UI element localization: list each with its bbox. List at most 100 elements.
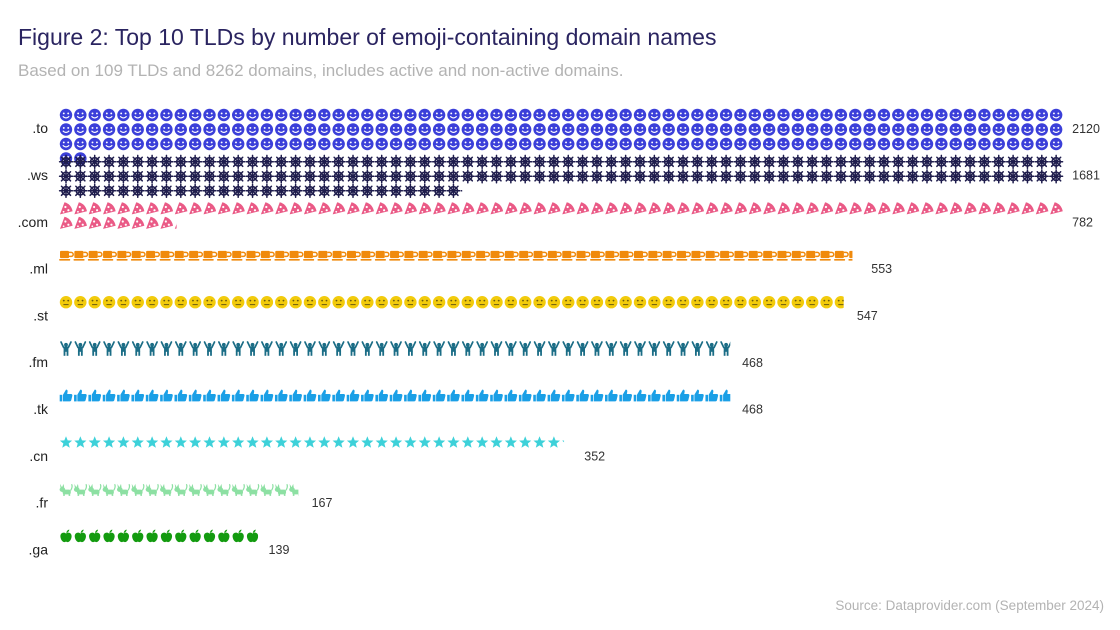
pizza-slice-icon: [634, 202, 647, 215]
pizza-slice-icon: [877, 202, 891, 215]
smiley-face-icon: [576, 123, 589, 136]
smiley-face-icon: [375, 123, 388, 136]
thumbs-up-icon: [547, 389, 561, 402]
ship-wheel-icon: [1049, 169, 1064, 184]
apple-icon: [160, 529, 173, 543]
neutral-face-icon: [619, 296, 632, 309]
neutral-face-icon: [633, 296, 647, 309]
smiley-face-icon: [920, 108, 934, 122]
ship-wheel-icon: [259, 169, 275, 184]
ship-wheel-icon: [288, 154, 303, 169]
smiley-face-icon: [346, 108, 360, 122]
neutral-face-icon: [117, 296, 130, 309]
thumbs-up-icon: [303, 389, 317, 402]
thumbs-up-icon: [561, 389, 575, 402]
apple-icon: [246, 529, 259, 543]
smiley-face-icon: [361, 123, 374, 136]
pizza-slice-icon: [318, 202, 331, 215]
pizza-slice-icon: [705, 202, 719, 215]
person-arms-up-icon: [418, 341, 431, 356]
ship-wheel-icon: [819, 169, 834, 184]
star-icon: [131, 436, 144, 448]
smiley-face-icon: [203, 123, 216, 136]
smiley-face-icon: [346, 137, 360, 151]
thumbs-up-icon: [576, 389, 589, 402]
smiley-face-icon: [705, 123, 718, 136]
smiley-face-icon: [504, 108, 518, 122]
smiley-face-icon: [691, 108, 704, 122]
pizza-slice-icon: [232, 202, 245, 215]
neutral-face-icon: [648, 296, 661, 309]
ship-wheel-icon: [460, 169, 475, 184]
star-icon: [203, 436, 216, 448]
ship-wheel-icon: [187, 154, 203, 169]
smiley-face-icon: [447, 137, 460, 151]
ship-wheel-icon: [288, 169, 303, 184]
ship-wheel-icon: [187, 183, 203, 198]
ship-wheel-icon: [1034, 169, 1049, 184]
ship-wheel-icon: [948, 169, 963, 184]
cat-icon: [246, 483, 260, 496]
ship-wheel-icon: [962, 169, 978, 184]
ship-wheel-icon: [130, 169, 145, 184]
smiley-face-icon: [432, 137, 446, 151]
ship-wheel-icon: [216, 154, 232, 169]
coffee-cup-icon: [87, 250, 103, 261]
smiley-face-icon: [619, 137, 632, 151]
pizza-slice-icon: [662, 202, 676, 215]
thumbs-up-icon: [475, 389, 489, 402]
ship-wheel-icon: [216, 183, 232, 198]
category-label: .ws: [27, 167, 48, 183]
neutral-face-icon: [562, 296, 575, 309]
pizza-slice-icon: [906, 202, 920, 215]
thumbs-up-icon: [676, 389, 690, 402]
value-label: 167: [312, 496, 333, 510]
ship-wheel-icon: [374, 183, 389, 198]
ship-wheel-icon: [231, 154, 246, 169]
smiley-face-icon: [404, 108, 417, 122]
person-arms-up-icon: [691, 341, 704, 356]
thumbs-up-icon: [389, 389, 403, 402]
neutral-face-icon: [504, 296, 518, 309]
ship-wheel-icon: [259, 154, 275, 169]
smiley-face-icon: [978, 108, 991, 122]
cat-icon: [231, 483, 245, 496]
pizza-slice-icon: [820, 202, 834, 215]
smiley-face-icon: [662, 108, 675, 122]
ship-wheel-icon: [876, 169, 892, 184]
person-arms-up-icon: [662, 341, 675, 356]
coffee-cup-icon: [518, 250, 534, 261]
pizza-slice-icon: [174, 202, 188, 215]
category-label: .cn: [29, 448, 48, 464]
pizza-slice-icon: [146, 202, 159, 215]
ship-wheel-icon: [101, 183, 117, 198]
smiley-face-icon: [719, 123, 733, 136]
coffee-cup-icon: [690, 250, 706, 261]
neutral-face-icon: [748, 296, 761, 309]
pizza-slice-icon: [806, 202, 819, 215]
pizza-slice-icon: [605, 202, 618, 215]
ship-wheel-icon: [331, 183, 346, 198]
ship-wheel-icon: [173, 154, 188, 169]
thumbs-up-icon: [533, 389, 546, 402]
pizza-slice-icon: [547, 202, 561, 215]
smiley-face-icon: [935, 123, 948, 136]
category-label: .tk: [33, 401, 49, 417]
thumbs-up-icon: [117, 389, 130, 402]
neutral-face-icon: [318, 296, 331, 309]
smiley-face-icon: [418, 137, 431, 151]
pizza-slice-icon: [677, 202, 690, 215]
smiley-face-icon: [102, 123, 116, 136]
ship-wheel-icon: [73, 154, 88, 169]
pizza-slice-icon: [892, 202, 905, 215]
coffee-cup-icon: [561, 250, 577, 261]
smiley-face-icon: [1049, 108, 1063, 122]
thumbs-up-icon: [461, 389, 475, 402]
pizza-slice-icon: [734, 202, 748, 215]
neutral-face-icon: [705, 296, 718, 309]
neutral-face-icon: [375, 296, 388, 309]
coffee-cup-icon: [245, 250, 261, 261]
smiley-face-icon: [203, 108, 216, 122]
smiley-face-icon: [404, 123, 417, 136]
coffee-cup-icon: [389, 250, 404, 261]
